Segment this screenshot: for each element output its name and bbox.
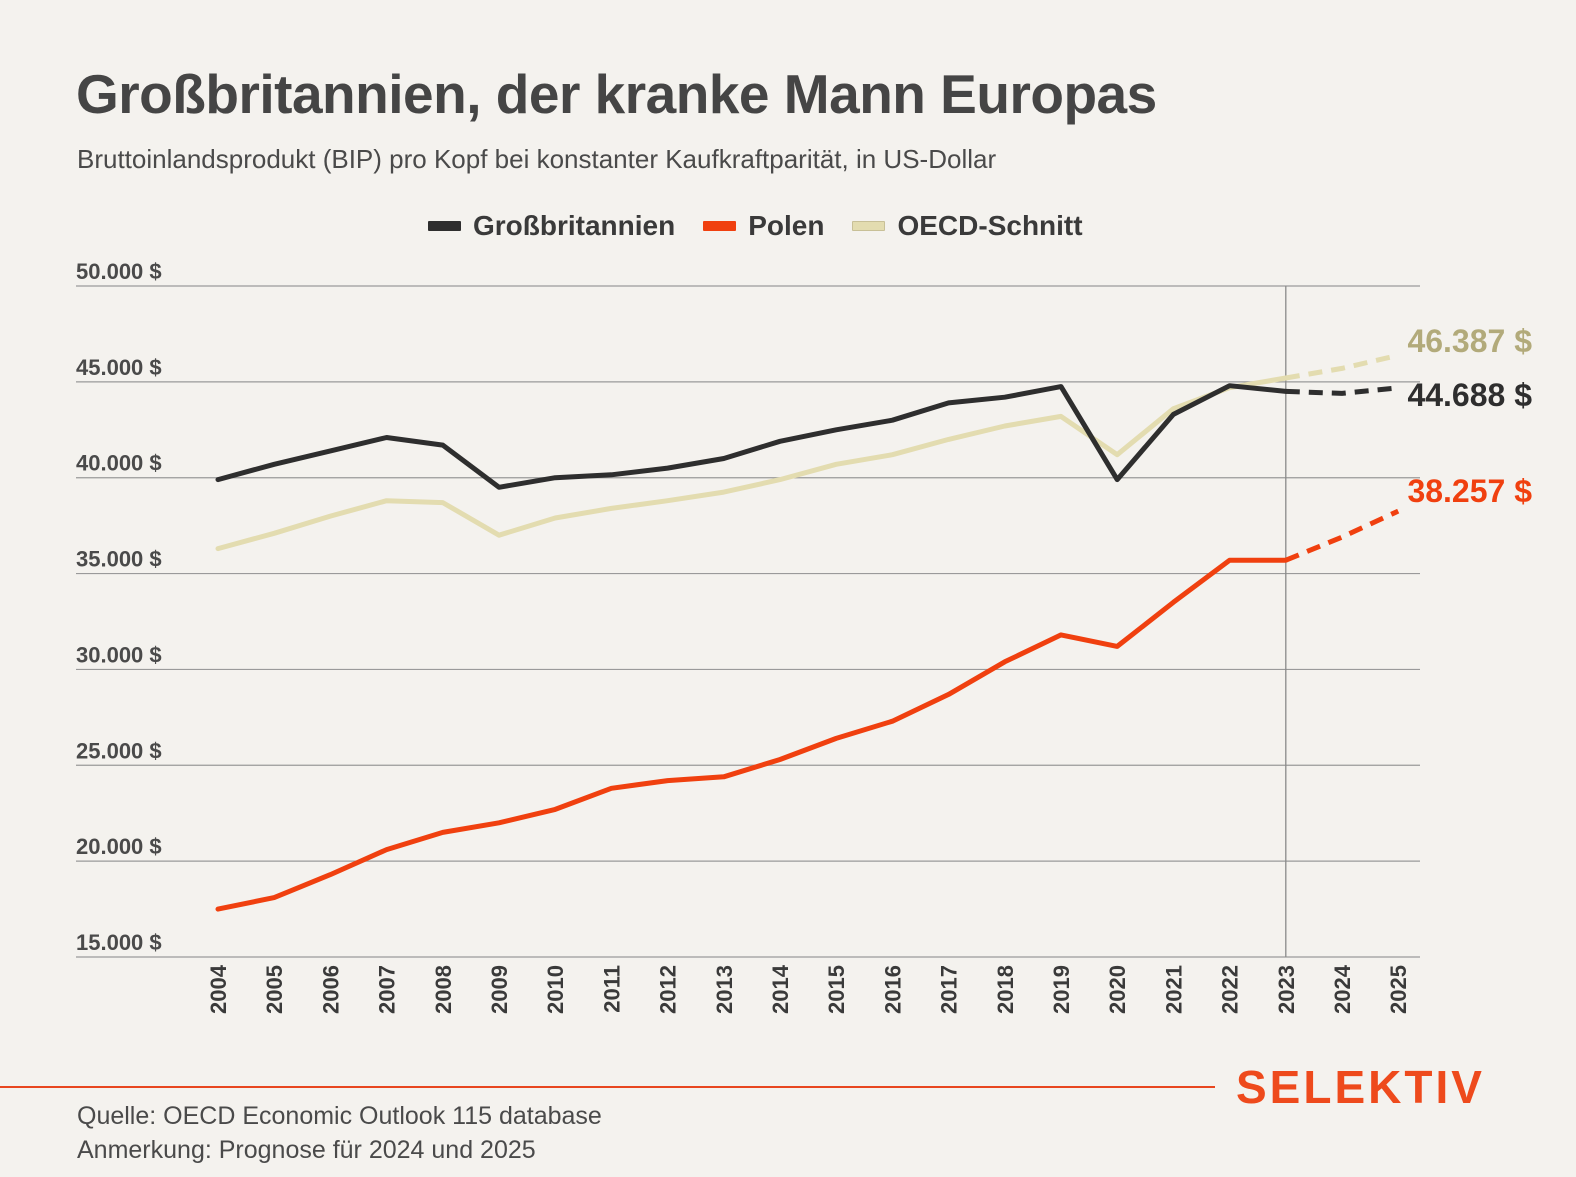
x-tick-label: 2010	[543, 965, 568, 1014]
x-tick-label: 2012	[656, 965, 681, 1014]
series-line-polen	[215, 557, 1289, 912]
x-tick-label: 2019	[1049, 965, 1074, 1014]
x-tick-label: 2021	[1161, 965, 1186, 1014]
legend-swatch-polen	[703, 221, 737, 231]
end-label-oecd: 46.387 $	[1407, 323, 1532, 359]
legend-swatch-uk	[428, 221, 461, 231]
y-tick-label: 15.000 $	[76, 930, 162, 955]
series-forecast-oecd	[1285, 352, 1399, 381]
series-line-uk	[215, 383, 1289, 490]
x-tick-label: 2024	[1330, 964, 1355, 1014]
y-tick-label: 30.000 $	[76, 642, 162, 667]
legend-label-uk: Großbritannien	[473, 210, 676, 241]
x-tick-label: 2017	[937, 965, 962, 1014]
y-tick-label: 40.000 $	[76, 451, 162, 476]
series-forecast-polen	[1284, 508, 1400, 563]
x-tick-label: 2008	[431, 965, 456, 1014]
y-tick-label: 20.000 $	[76, 834, 162, 859]
legend-label-polen: Polen	[748, 210, 825, 241]
x-tick-label: 2014	[768, 964, 793, 1014]
x-tick-label: 2016	[880, 965, 905, 1014]
x-tick-label: 2018	[993, 965, 1018, 1014]
y-tick-label: 25.000 $	[76, 738, 162, 763]
end-label-polen: 38.257 $	[1407, 473, 1532, 509]
legend-item-oecd: OECD-Schnitt	[852, 210, 1083, 242]
x-tick-label: 2006	[318, 965, 343, 1014]
source-note: Quelle: OECD Economic Outlook 115 databa…	[77, 1102, 602, 1130]
y-tick-label: 45.000 $	[76, 355, 162, 380]
series-line-oecd	[215, 375, 1289, 552]
end-label-uk: 44.688 $	[1407, 377, 1532, 413]
x-tick-label: 2015	[824, 965, 849, 1014]
footer-divider	[0, 1086, 1215, 1088]
x-tick-label: 2011	[599, 965, 624, 1013]
legend-item-polen: Polen	[703, 210, 824, 242]
y-tick-label: 50.000 $	[76, 259, 162, 284]
x-tick-label: 2009	[487, 965, 512, 1014]
forecast-note: Anmerkung: Prognose für 2024 und 2025	[77, 1136, 536, 1164]
x-tick-label: 2007	[375, 965, 400, 1014]
x-tick-label: 2025	[1386, 965, 1411, 1014]
line-chart: 50.000 $ 45.000 $ 40.000 $ 35.000 $ 30.000 $…	[76, 259, 1532, 1014]
x-tick-label: 2005	[262, 965, 287, 1014]
brand-logo: SELEKTIV	[1236, 1061, 1485, 1113]
y-tick-label: 35.000 $	[76, 547, 162, 572]
chart-title: Großbritannien, der kranke Mann Europas	[76, 63, 1157, 125]
x-tick-label: 2023	[1274, 965, 1299, 1014]
x-tick-label: 2013	[712, 965, 737, 1014]
legend-label-oecd: OECD-Schnitt	[897, 210, 1083, 241]
x-tick-label: 2020	[1105, 965, 1130, 1014]
legend-item-uk: Großbritannien	[428, 210, 675, 242]
x-tick-label: 2022	[1218, 965, 1243, 1014]
legend-swatch-oecd	[852, 221, 886, 231]
x-tick-label: 2004	[206, 964, 231, 1014]
legend: Großbritannien Polen OECD-Schnitt	[428, 210, 1111, 242]
chart-subtitle: Bruttoinlandsprodukt (BIP) pro Kopf bei …	[77, 144, 997, 174]
series-forecast-uk	[1285, 385, 1399, 396]
